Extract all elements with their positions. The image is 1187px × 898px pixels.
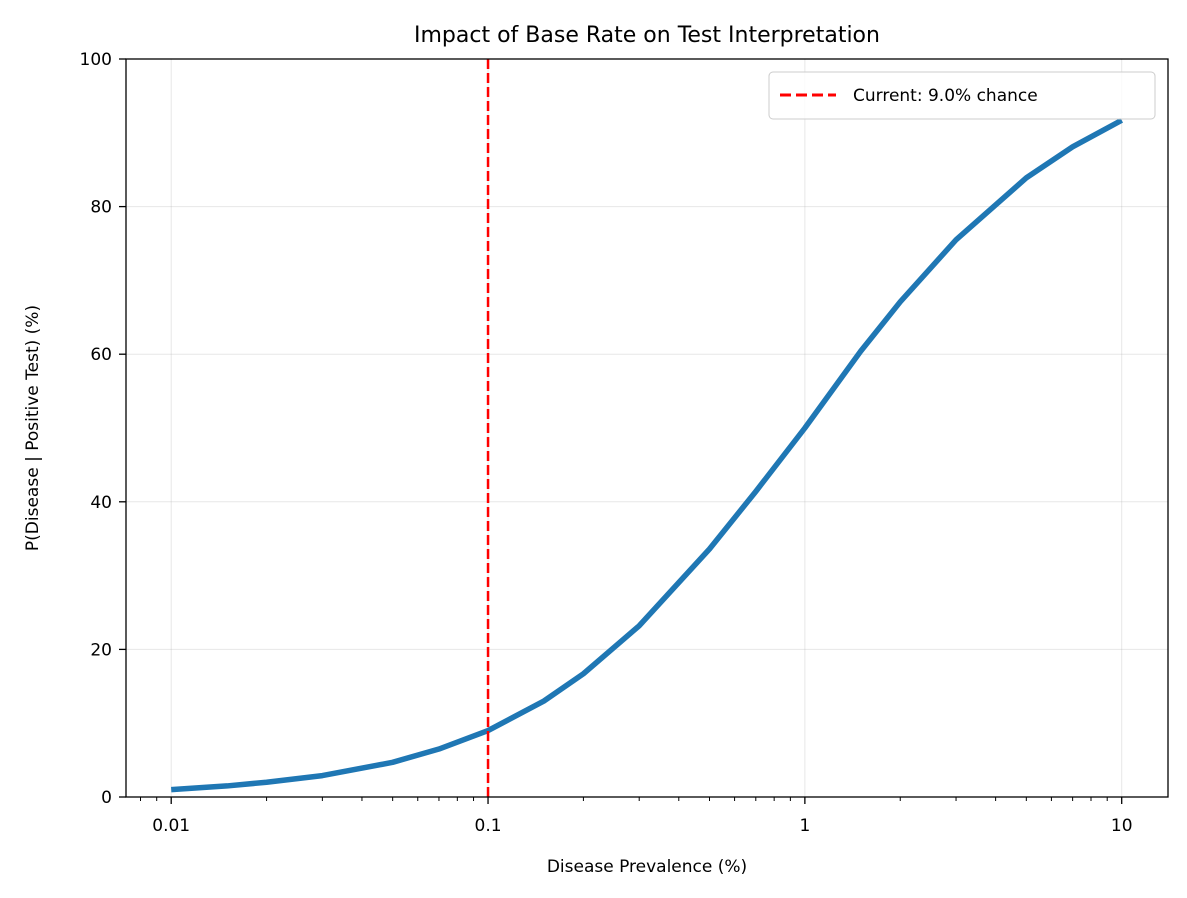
legend-label-current: Current: 9.0% chance [853,86,1038,106]
y-tick-label: 0 [101,788,112,808]
x-tick-label: 10 [1111,816,1133,836]
y-tick-label: 40 [90,493,112,513]
plot-frame [125,58,1169,798]
chart-title: Impact of Base Rate on Test Interpretati… [414,23,880,48]
x-tick-label: 0.1 [475,816,502,836]
x-axis-label: Disease Prevalence (%) [547,857,747,877]
legend: Current: 9.0% chance [768,71,1156,120]
legend-box [768,71,1156,120]
y-tick-label: 60 [90,345,112,365]
x-tick-label: 1 [799,816,810,836]
plot-area [171,59,1124,797]
y-tick-label: 100 [80,50,112,70]
y-tick-label: 80 [90,198,112,218]
y-axis-label: P(Disease | Positive Test) (%) [23,305,43,551]
y-tick-label: 20 [90,640,112,660]
x-tick-label: 0.01 [152,816,190,836]
series-line-0 [171,117,1124,793]
